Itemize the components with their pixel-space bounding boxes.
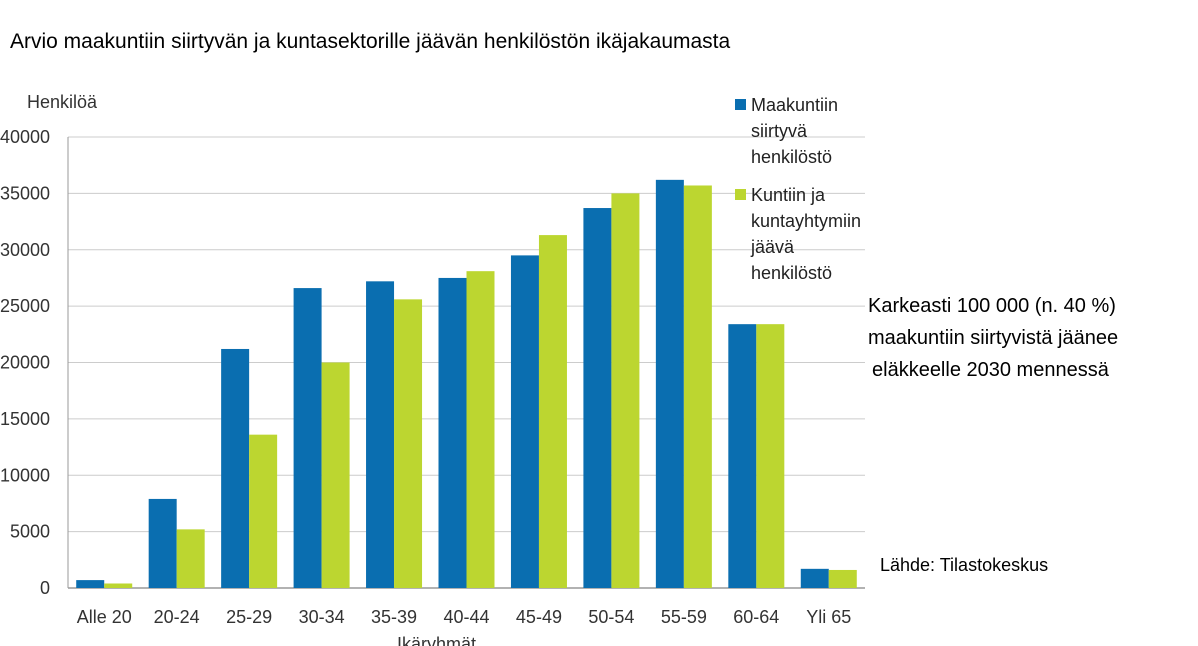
x-tick-label: 50-54 bbox=[588, 607, 634, 627]
bar-maakunnat-60-64 bbox=[728, 324, 757, 588]
x-tick-label: 45-49 bbox=[516, 607, 562, 627]
legend-label-line: Maakuntiin bbox=[751, 95, 839, 115]
y-tick-label: 40000 bbox=[0, 127, 50, 147]
bar-maakunnat-20-24 bbox=[148, 498, 177, 588]
bar-kunnat-55-59 bbox=[683, 185, 712, 589]
bar-maakunnat-25-29 bbox=[221, 348, 250, 588]
x-tick-label: 40-44 bbox=[443, 607, 489, 627]
bar-maakunnat-50-54 bbox=[583, 208, 612, 588]
annotation-line: Karkeasti 100 000 (n. 40 %) bbox=[868, 295, 1116, 317]
bar-kunnat-alle-20 bbox=[104, 583, 133, 588]
x-tick-label: 35-39 bbox=[371, 607, 417, 627]
source-note: Lähde: Tilastokeskus bbox=[880, 555, 1049, 575]
y-tick-label: 15000 bbox=[0, 409, 50, 429]
legend-item-series-1: Maakuntiin siirtyvä henkilöstö bbox=[735, 92, 870, 170]
x-tick-label: Alle 20 bbox=[77, 607, 132, 627]
chart-title: Arvio maakuntiin siirtyvän ja kuntasekto… bbox=[10, 30, 731, 53]
bar-kunnat-30-34 bbox=[321, 362, 350, 588]
bar-kunnat-20-24 bbox=[176, 529, 205, 588]
annotation-text: Karkeasti 100 000 (n. 40 %) maakuntiin s… bbox=[868, 290, 1198, 386]
bar-maakunnat-35-39 bbox=[366, 281, 395, 588]
legend-label-line: henkilöstö bbox=[751, 263, 833, 283]
bar-kunnat-45-49 bbox=[538, 235, 567, 588]
y-tick-label: 0 bbox=[40, 578, 50, 598]
bar-kunnat-yli-65 bbox=[828, 569, 857, 588]
bar-kunnat-25-29 bbox=[249, 434, 278, 588]
y-tick-label: 5000 bbox=[10, 522, 50, 542]
x-axis-label: Ikäryhmät bbox=[397, 634, 476, 646]
y-tick-label: 30000 bbox=[0, 240, 50, 260]
bars bbox=[76, 179, 857, 589]
x-tick-label: Yli 65 bbox=[806, 607, 851, 627]
legend: Maakuntiin siirtyvä henkilöstö Kuntiin j… bbox=[735, 92, 870, 298]
x-tick-label: 55-59 bbox=[661, 607, 707, 627]
legend-label-line: kuntayhtymiin bbox=[751, 211, 862, 231]
y-tick-label: 10000 bbox=[0, 465, 50, 485]
x-tick-label: 30-34 bbox=[299, 607, 345, 627]
bar-maakunnat-40-44 bbox=[438, 277, 467, 588]
bar-chart: 0 5000 10000 15000 20000 25000 30000 35000 40000… bbox=[0, 127, 865, 646]
bar-maakunnat-55-59 bbox=[655, 179, 684, 588]
bar-maakunnat-alle-20 bbox=[76, 580, 105, 588]
legend-swatch-series-2 bbox=[735, 189, 746, 200]
x-tick-label: 25-29 bbox=[226, 607, 272, 627]
bar-maakunnat-30-34 bbox=[293, 288, 322, 588]
y-tick-label: 20000 bbox=[0, 353, 50, 373]
legend-swatch-series-1 bbox=[735, 99, 746, 110]
legend-label-line: siirtyvä bbox=[751, 121, 808, 141]
annotation-line: maakuntiin siirtyvistä jäänee bbox=[868, 327, 1119, 349]
x-tick-label: 60-64 bbox=[733, 607, 779, 627]
legend-label-line: henkilöstö bbox=[751, 147, 833, 167]
legend-item-series-2: Kuntiin ja kuntayhtymiin jäävä henkilöst… bbox=[735, 182, 870, 286]
x-tick-label: 20-24 bbox=[154, 607, 200, 627]
bar-maakunnat-45-49 bbox=[510, 255, 539, 588]
y-tick-label: 25000 bbox=[0, 296, 50, 316]
bar-kunnat-35-39 bbox=[394, 299, 423, 588]
legend-label-line: Kuntiin ja bbox=[751, 185, 826, 205]
y-axis-ticks: 0 5000 10000 15000 20000 25000 30000 35000 40000 bbox=[0, 127, 50, 598]
bar-kunnat-50-54 bbox=[611, 193, 640, 588]
legend-label-line: jäävä bbox=[751, 237, 795, 257]
bar-kunnat-40-44 bbox=[466, 271, 495, 588]
bar-maakunnat-yli-65 bbox=[800, 568, 829, 588]
x-axis-ticks: Alle 20 20-24 25-29 30-34 35-39 40-44 45-49 50-… bbox=[77, 607, 852, 627]
y-tick-label: 35000 bbox=[0, 183, 50, 203]
bar-kunnat-60-64 bbox=[756, 324, 785, 588]
annotation-line: eläkkeelle 2030 mennessä bbox=[872, 359, 1109, 381]
y-axis-label: Henkilöä bbox=[27, 92, 98, 112]
